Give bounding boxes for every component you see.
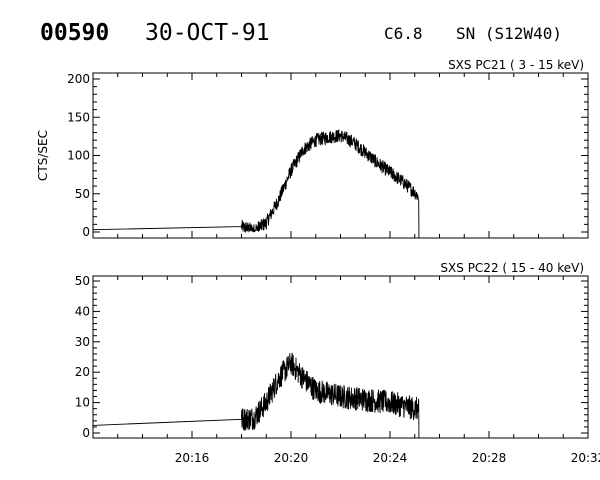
y-tick-label: 10 [75, 396, 90, 410]
x-tick-label: 20:16 [175, 451, 210, 465]
x-tick-label: 20:20 [274, 451, 309, 465]
x-tick-label: 20:32 [571, 451, 600, 465]
panel-title: SXS PC21 ( 3 - 15 keV) [448, 58, 584, 72]
y-tick-label: 100 [67, 149, 90, 163]
plot-frame [92, 72, 589, 239]
event-id: 00590 [40, 20, 109, 46]
y-tick-label: 150 [67, 110, 90, 124]
plot-frame [92, 275, 589, 439]
data-series-line [92, 352, 420, 438]
y-tick-label: 30 [75, 335, 90, 349]
y-tick-label: 20 [75, 365, 90, 379]
data-series-line [92, 129, 420, 238]
panel-title: SXS PC22 ( 15 - 40 keV) [440, 261, 584, 275]
panel-pc21: SXS PC21 ( 3 - 15 keV) CTS/SEC 0 50 100 150 20… [36, 58, 589, 239]
panel-pc22: SXS PC22 ( 15 - 40 keV) 0 10 20 30 40 50 20:16 2… [75, 261, 600, 465]
y-tick-label: 0 [82, 426, 90, 440]
y-axis-label: CTS/SEC [36, 130, 50, 181]
flare-class: C6.8 [384, 24, 423, 43]
flare-location: SN (S12W40) [456, 24, 562, 43]
y-tick-label: 200 [67, 72, 90, 86]
y-tick-label: 50 [75, 274, 90, 288]
y-tick-label: 50 [75, 187, 90, 201]
x-tick-label: 20:24 [373, 451, 408, 465]
y-tick-label: 40 [75, 304, 90, 318]
y-tick-label: 0 [82, 225, 90, 239]
event-date: 30-OCT-91 [145, 20, 270, 46]
x-tick-label: 20:28 [472, 451, 507, 465]
